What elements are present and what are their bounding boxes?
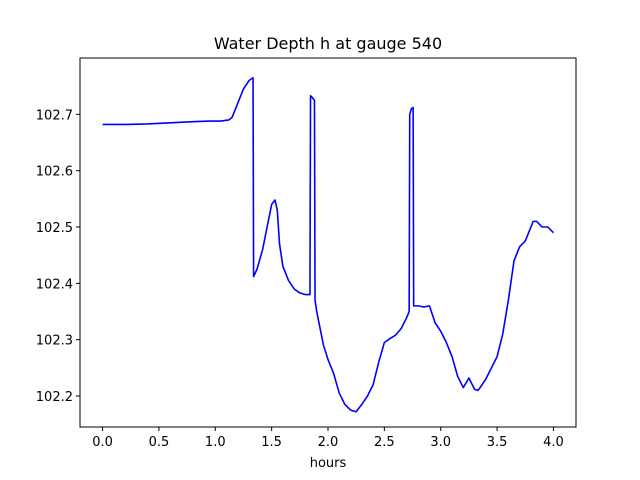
series-line-0 [102, 76, 555, 413]
x-tick-label: 3.5 [487, 435, 508, 450]
chart-title: Water Depth h at gauge 540 [214, 34, 442, 53]
x-tick-label: 1.5 [261, 435, 282, 450]
x-tick-label: 3.0 [430, 435, 451, 450]
series-layer [102, 76, 555, 413]
x-tick-label: 1.0 [205, 435, 226, 450]
x-axis: 0.0 0.5 1.0 1.5 2.0 2.5 3.0 3.5 4.0 [92, 427, 564, 450]
x-tick-label: 2.0 [318, 435, 339, 450]
x-tick-label: 4.0 [543, 435, 564, 450]
y-axis: 102.2 102.3 102.4 102.5 102.6 102.7 [36, 108, 80, 405]
plot-frame [79, 57, 577, 428]
y-tick-label: 102.6 [36, 165, 73, 180]
y-tick-label: 102.4 [36, 277, 73, 292]
x-axis-label: hours [310, 456, 347, 471]
x-tick-label: 0.5 [149, 435, 170, 450]
x-tick-label: 2.5 [374, 435, 395, 450]
y-tick-label: 102.7 [36, 108, 73, 123]
y-tick-label: 102.3 [36, 334, 73, 349]
y-tick-label: 102.5 [36, 221, 73, 236]
x-tick-label: 0.0 [92, 435, 113, 450]
y-tick-label: 102.2 [36, 390, 73, 405]
